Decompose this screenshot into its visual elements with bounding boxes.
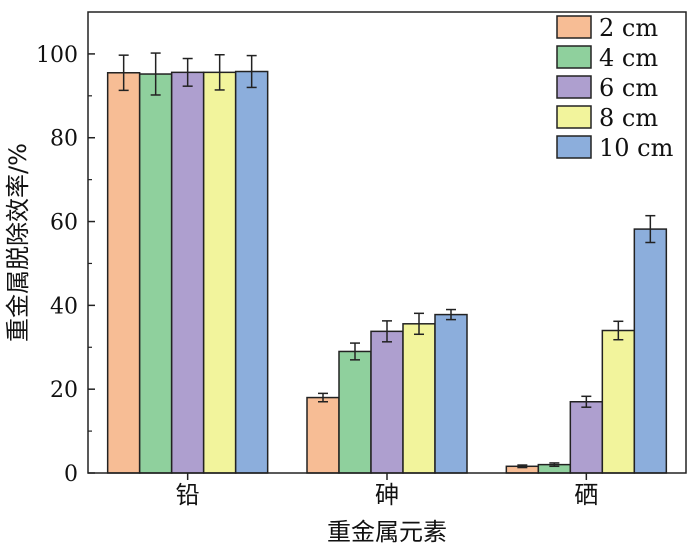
error-bar-2-4 [414, 312, 424, 336]
bar-2-1 [306, 396, 340, 474]
error-bar-1-4 [214, 53, 225, 91]
y-tick-label-4: 60 [50, 211, 78, 236]
error-bar-3-2 [549, 462, 560, 468]
x-tick-label-3: 硒 [574, 481, 598, 509]
bar-1-3 [170, 71, 205, 474]
legend-label-5: 10 cm [599, 134, 674, 162]
legend-item-3: 6 cm [556, 74, 658, 102]
bar-1-1 [106, 72, 141, 474]
bar-2-2 [338, 350, 372, 474]
error-bar-2-1 [318, 392, 328, 403]
legend-item-4: 8 cm [556, 104, 658, 132]
bar-3-3 [569, 401, 604, 474]
error-bar-1-1 [118, 54, 129, 92]
legend-swatch-4 [556, 105, 592, 129]
y-tick-label-6: 100 [36, 43, 78, 68]
y-axis-title: 重金属脱除效率/% [4, 143, 32, 342]
legend-label-3: 6 cm [599, 74, 658, 102]
error-bar-3-5 [645, 214, 656, 244]
bar-2-4 [402, 323, 436, 474]
legend-item-2: 4 cm [556, 44, 658, 72]
axes-group: 铅 砷 硒 0 20 40 60 80 100 [36, 11, 687, 509]
y-tick-label-1: 0 [64, 462, 78, 487]
bar-1-4 [202, 71, 237, 474]
legend-item-1: 2 cm [556, 14, 658, 42]
legend-swatch-2 [556, 45, 592, 69]
error-bar-1-2 [150, 52, 161, 96]
y-tick-label-5: 80 [50, 127, 78, 152]
legend-item-5: 10 cm [556, 134, 674, 162]
bar-1-2 [138, 73, 173, 474]
error-bar-3-3 [581, 395, 592, 408]
error-bar-3-1 [517, 464, 528, 469]
legend-swatch-1 [556, 15, 592, 39]
legend-label-1: 2 cm [599, 14, 658, 42]
bar-2-3 [370, 330, 404, 474]
bar-1-5 [234, 70, 269, 474]
legend-label-2: 4 cm [599, 44, 658, 72]
error-bars-group [118, 52, 656, 469]
legend-label-4: 8 cm [599, 104, 658, 132]
x-tick-label-1: 铅 [176, 481, 200, 509]
y-tick-label-3: 40 [50, 294, 78, 319]
error-bar-3-4 [613, 320, 624, 341]
error-bar-2-2 [350, 342, 360, 361]
bar-2-5 [434, 313, 468, 474]
error-bar-2-5 [446, 308, 456, 321]
y-tick-label-2: 20 [50, 378, 78, 403]
legend-swatch-5 [556, 135, 592, 159]
legend-swatch-3 [556, 75, 592, 99]
error-bar-1-3 [182, 57, 193, 87]
x-axis-title: 重金属元素 [327, 518, 447, 546]
bar-3-4 [601, 329, 636, 474]
x-tick-label-2: 砷 [375, 481, 399, 509]
error-bar-2-3 [382, 320, 392, 343]
bars-group [106, 70, 668, 474]
plot-frame [87, 11, 687, 474]
error-bar-1-5 [246, 54, 257, 89]
bar-3-5 [633, 228, 668, 474]
